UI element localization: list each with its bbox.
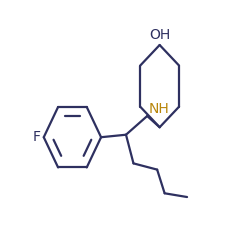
Text: NH: NH	[148, 102, 169, 115]
Text: OH: OH	[149, 28, 170, 42]
Text: F: F	[33, 130, 41, 144]
